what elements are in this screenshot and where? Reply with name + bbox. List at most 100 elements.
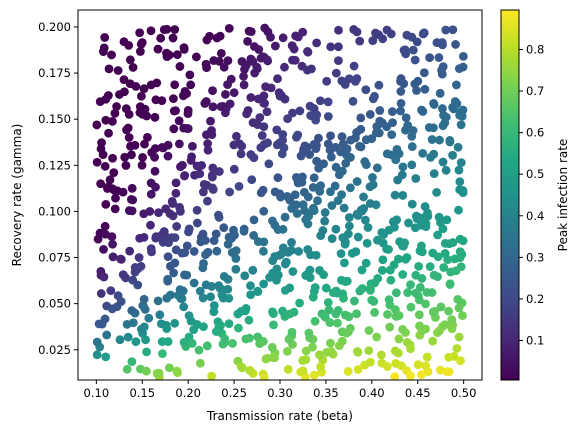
scatter-point: [273, 74, 282, 84]
x-axis: 0.10 0.15 0.20 0.25 0.30 0.35 0.40 0.45 0.50: [84, 380, 476, 400]
scatter-point: [113, 291, 123, 301]
scatter-point: [310, 316, 320, 326]
scatter-point: [359, 204, 369, 213]
scatter-point: [112, 102, 121, 111]
scatter-point: [447, 315, 457, 325]
scatter-point: [384, 225, 394, 235]
scatter-point: [386, 275, 396, 285]
scatter-point: [128, 275, 138, 285]
scatter-point: [343, 229, 353, 239]
scatter-point: [340, 258, 349, 268]
scatter-point: [448, 150, 457, 160]
scatter-point: [263, 138, 272, 148]
scatter-point: [278, 33, 288, 43]
scatter-point: [146, 220, 155, 230]
scatter-point: [100, 221, 110, 231]
scatter-point: [136, 261, 146, 271]
scatter-point: [361, 160, 371, 170]
scatter-point: [441, 165, 451, 175]
scatter-point: [440, 320, 450, 330]
scatter-point: [273, 173, 283, 183]
scatter-point: [458, 52, 468, 61]
scatter-point: [143, 132, 152, 142]
scatter-point: [314, 163, 324, 173]
scatter-point: [223, 239, 233, 249]
scatter-point: [433, 230, 443, 240]
scatter-point: [392, 215, 402, 225]
scatter-point: [275, 91, 285, 101]
scatter-point: [203, 145, 213, 155]
scatter-point: [344, 221, 354, 231]
scatter-point: [94, 319, 104, 329]
scatter-point: [295, 106, 305, 116]
scatter-point: [110, 204, 120, 214]
scatter-point: [216, 48, 226, 58]
scatter-point: [434, 212, 444, 222]
scatter-point: [105, 175, 115, 185]
scatter-point: [223, 80, 232, 90]
scatter-point: [285, 195, 295, 205]
scatter-point: [382, 25, 392, 35]
scatter-point: [362, 238, 372, 248]
scatter-point: [398, 162, 408, 172]
scatter-point: [116, 254, 125, 264]
scatter-point: [411, 288, 421, 298]
scatter-point: [175, 202, 184, 212]
scatter-point: [455, 247, 465, 257]
scatter-point: [274, 250, 284, 260]
scatter-point: [422, 288, 432, 297]
scatter-point: [377, 118, 387, 128]
scatter-point: [440, 118, 450, 128]
scatter-point: [429, 98, 439, 108]
scatter-point: [400, 45, 410, 55]
scatter-point: [396, 106, 405, 116]
scatter-point: [234, 323, 243, 333]
scatter-point: [430, 307, 440, 316]
scatter-point: [118, 270, 128, 279]
x-tick-label: 0.45: [405, 386, 431, 400]
scatter-point: [174, 116, 184, 126]
scatter-point: [223, 284, 233, 294]
scatter-point: [375, 106, 385, 115]
x-tick-label: 0.25: [221, 386, 247, 400]
scatter-point: [348, 96, 358, 106]
scatter-point: [224, 232, 234, 242]
scatter-point: [220, 334, 230, 344]
scatter-point: [101, 352, 111, 362]
scatter-point: [304, 328, 314, 338]
scatter-point: [343, 327, 353, 337]
scatter-point: [352, 177, 362, 186]
scatter-point: [286, 245, 296, 255]
scatter-point: [92, 350, 102, 360]
scatter-point: [441, 25, 451, 35]
scatter-point: [351, 247, 361, 257]
scatter-point: [239, 226, 249, 236]
scatter-point: [247, 175, 257, 185]
scatter-point: [110, 108, 120, 118]
scatter-point: [365, 357, 375, 367]
scatter-point: [218, 102, 228, 111]
scatter-point: [306, 111, 316, 120]
scatter-point: [394, 334, 404, 344]
scatter-point: [280, 285, 290, 295]
scatter-point: [239, 80, 249, 90]
scatter-point: [392, 144, 402, 154]
scatter-point: [250, 68, 260, 78]
scatter-point: [361, 258, 371, 268]
scatter-point: [421, 361, 431, 371]
scatter-point: [349, 296, 359, 306]
scatter-point: [150, 144, 160, 153]
scatter-point: [102, 330, 112, 340]
scatter-point: [413, 360, 423, 370]
scatter-point: [394, 311, 404, 320]
scatter-point: [127, 357, 137, 367]
scatter-point: [135, 233, 145, 243]
scatter-point: [374, 30, 384, 40]
scatter-point: [313, 196, 322, 206]
scatter-point: [453, 294, 463, 304]
scatter-point: [106, 286, 116, 296]
scatter-point: [324, 305, 334, 315]
scatter-point: [340, 310, 350, 320]
scatter-point: [146, 26, 156, 36]
y-tick-label: 0.175: [38, 66, 71, 80]
